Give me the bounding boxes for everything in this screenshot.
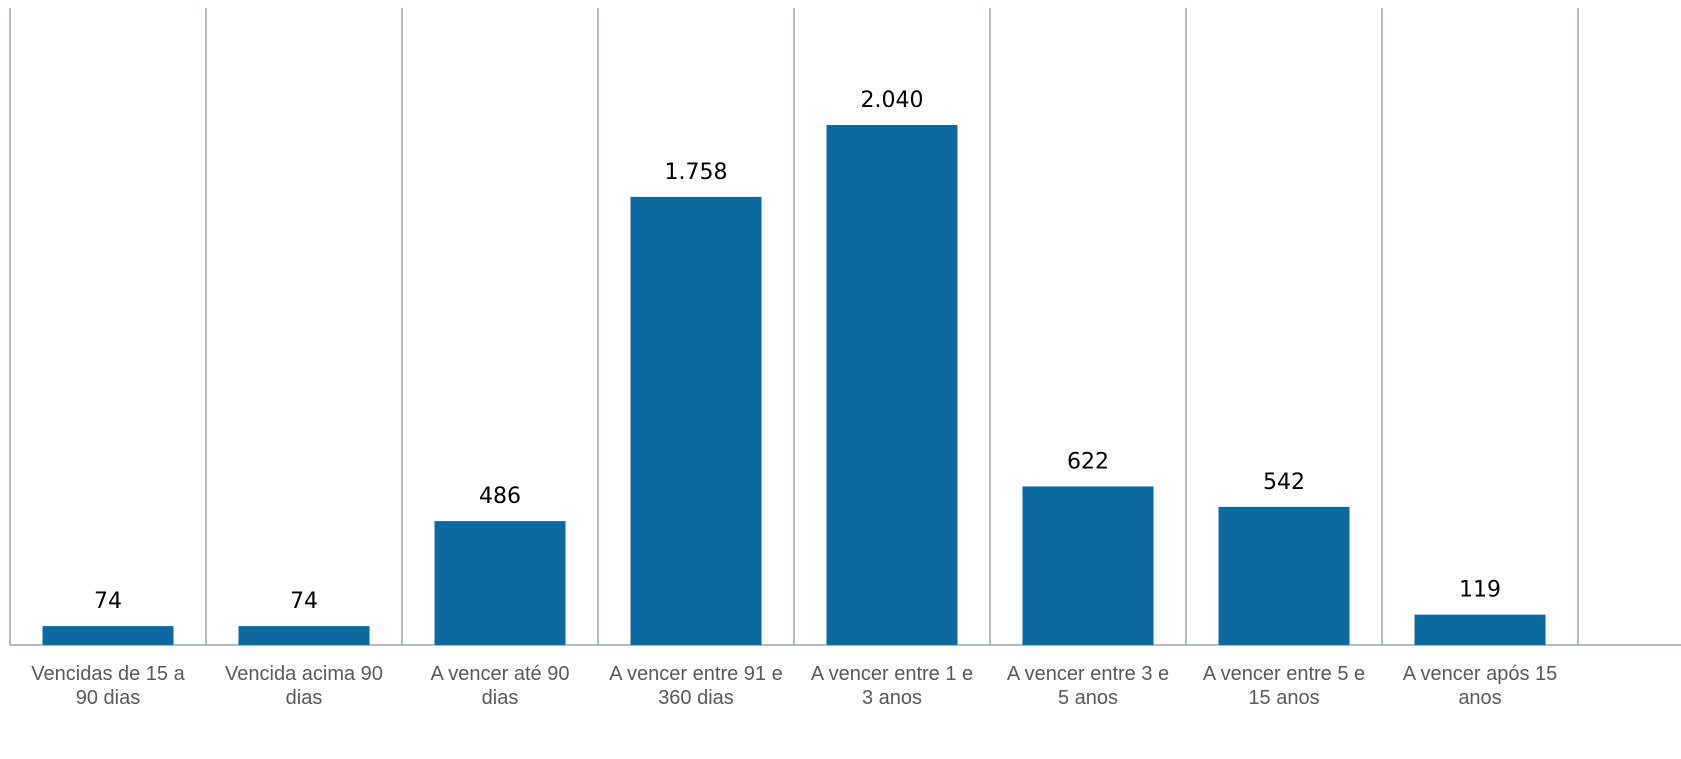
- category-label-line: anos: [1458, 687, 1501, 709]
- bar: [630, 196, 762, 645]
- bar: [238, 626, 370, 645]
- category-label-line: dias: [482, 687, 519, 709]
- category-label-line: 3 anos: [862, 687, 922, 709]
- bar: [1022, 486, 1154, 645]
- category-label-line: A vencer entre 91 e: [609, 663, 782, 685]
- bar: [42, 626, 174, 645]
- category-label-line: A vencer entre 3 e: [1007, 663, 1169, 685]
- bar: [434, 521, 566, 645]
- category-label-line: 90 dias: [76, 687, 141, 709]
- data-label: 486: [479, 484, 521, 509]
- data-label: 542: [1263, 470, 1305, 495]
- category-label-line: A vencer até 90: [431, 663, 570, 685]
- value-labels: 74 74 486 1.758 2.040 622 542 119: [94, 88, 1501, 614]
- data-label: 622: [1067, 449, 1109, 474]
- category-label-line: 360 dias: [658, 687, 734, 709]
- category-label-line: A vencer entre 5 e: [1203, 663, 1365, 685]
- bar: [826, 125, 958, 645]
- data-label: 1.758: [665, 160, 728, 185]
- category-label: Vencidas de 15 a 90 dias: [31, 663, 185, 709]
- data-label: 119: [1459, 578, 1501, 603]
- category-label-line: Vencidas de 15 a: [31, 663, 185, 685]
- data-label: 2.040: [861, 88, 924, 113]
- category-label-line: 15 anos: [1248, 687, 1319, 709]
- category-label: A vencer após 15 anos: [1403, 663, 1558, 709]
- category-label: Vencida acima 90 dias: [225, 663, 383, 709]
- category-label-line: dias: [286, 687, 323, 709]
- category-label-line: A vencer entre 1 e: [811, 663, 973, 685]
- category-label: A vencer até 90 dias: [431, 663, 570, 709]
- data-label: 74: [94, 589, 122, 614]
- category-label-line: A vencer após 15: [1403, 663, 1558, 685]
- bars: [42, 125, 1546, 645]
- data-label: 74: [290, 589, 318, 614]
- category-label: A vencer entre 5 e 15 anos: [1203, 663, 1365, 709]
- category-label-line: 5 anos: [1058, 687, 1118, 709]
- category-label: A vencer entre 91 e 360 dias: [609, 663, 782, 709]
- bar: [1218, 506, 1350, 645]
- category-label-line: Vencida acima 90: [225, 663, 383, 685]
- bar: [1414, 614, 1546, 645]
